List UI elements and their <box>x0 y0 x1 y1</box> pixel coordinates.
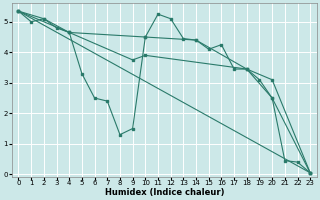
X-axis label: Humidex (Indice chaleur): Humidex (Indice chaleur) <box>105 188 224 197</box>
